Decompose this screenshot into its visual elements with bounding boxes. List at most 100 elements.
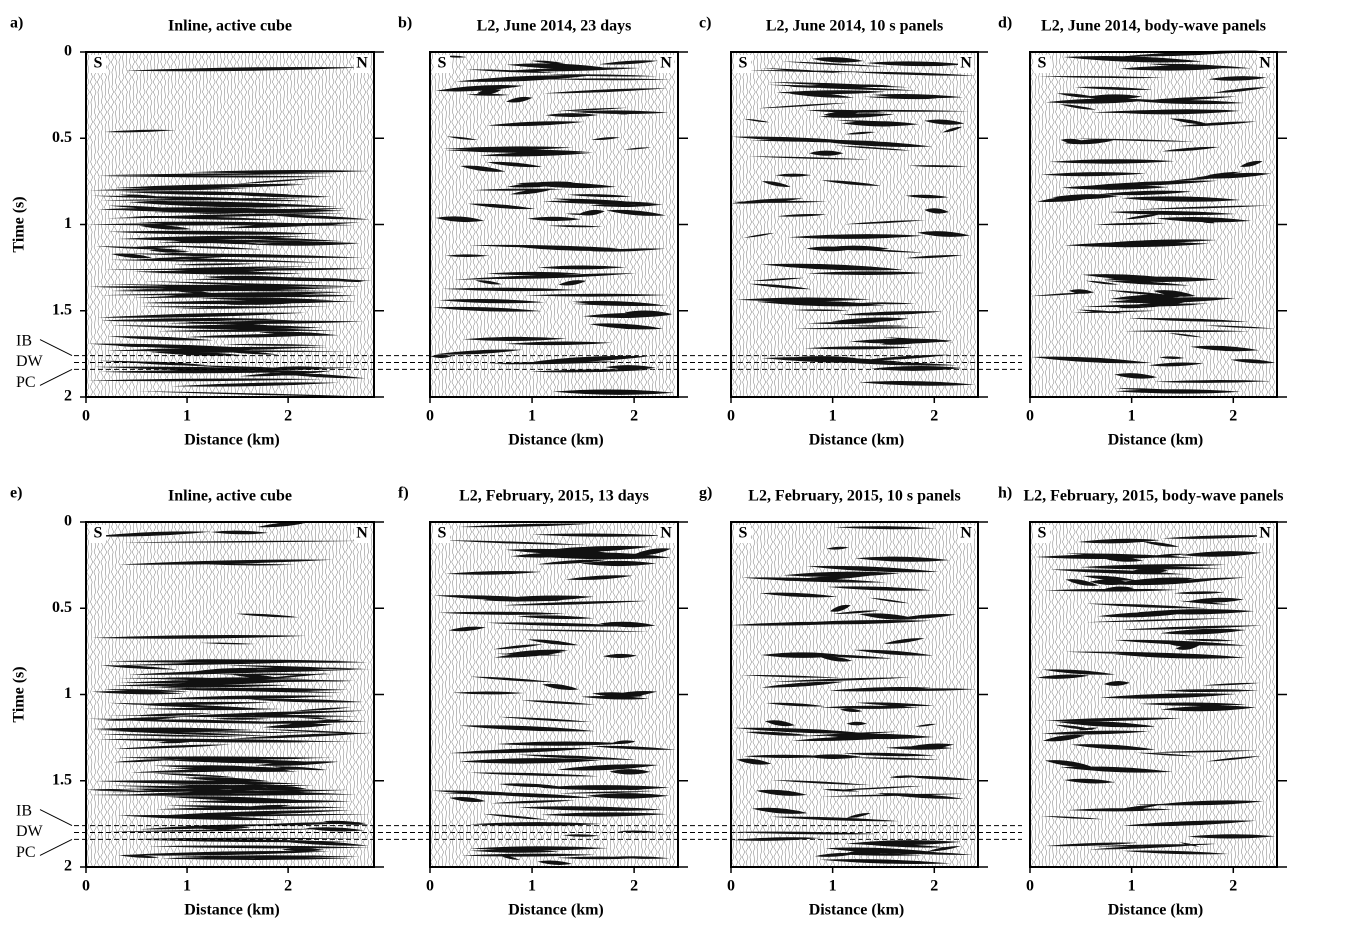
seismic-reflections: [1030, 50, 1275, 394]
x-axis-label: Distance (km): [1108, 902, 1204, 919]
x-tick-label: 0: [426, 878, 434, 895]
x-tick-label: 1: [528, 408, 536, 425]
horizon-arrow: [39, 339, 73, 357]
end-label-box: [434, 525, 450, 543]
x-axis-label: Distance (km): [184, 432, 280, 449]
seismic-reflections: [1035, 535, 1275, 855]
x-tick-label: 2: [630, 878, 638, 895]
end-label: S: [1038, 525, 1047, 542]
seismic-reflections: [87, 66, 372, 397]
seismic-reflections: [432, 523, 676, 865]
horizon-label: IB: [16, 332, 32, 349]
horizon-arrow: [39, 368, 73, 386]
end-label-box: [658, 55, 674, 73]
panel-label: f): [398, 485, 409, 502]
end-label-box: [958, 55, 974, 73]
end-label-box: [735, 55, 751, 73]
panel-title: Inline, active cube: [168, 18, 292, 35]
x-tick-label: 0: [727, 878, 735, 895]
x-axis-label: Distance (km): [809, 902, 905, 919]
panel-title: L2, June 2014, 23 days: [477, 18, 632, 35]
end-label: N: [356, 525, 368, 542]
x-axis-label: Distance (km): [508, 432, 604, 449]
end-label: N: [660, 525, 672, 542]
panel-label: b): [398, 15, 412, 32]
y-tick-label: 0.5: [52, 129, 72, 146]
horizon-label: PC: [16, 374, 36, 391]
y-tick-label: 1: [64, 685, 72, 702]
x-tick-label: 1: [1128, 878, 1136, 895]
x-tick-label: 2: [1229, 878, 1237, 895]
seismic-traces: [1030, 51, 1276, 398]
seismic-traces: [430, 51, 676, 398]
horizon-label: DW: [16, 353, 44, 370]
x-tick-label: 1: [829, 408, 837, 425]
end-label-box: [735, 525, 751, 543]
x-tick-label: 2: [284, 408, 292, 425]
x-tick-label: 2: [930, 878, 938, 895]
end-label: N: [1259, 55, 1271, 72]
x-axis-label: Distance (km): [508, 902, 604, 919]
end-label-box: [90, 525, 106, 543]
panel-title: L2, February, 2015, 10 s panels: [748, 488, 960, 505]
end-label: S: [739, 55, 748, 72]
end-label-box: [434, 55, 450, 73]
end-label: N: [960, 525, 972, 542]
panel-title: L2, June 2014, 10 s panels: [766, 18, 943, 35]
horizon-arrow: [39, 809, 73, 827]
x-tick-label: 1: [1128, 408, 1136, 425]
x-tick-label: 2: [630, 408, 638, 425]
seismic-reflections: [731, 57, 976, 386]
y-tick-label: 1.5: [52, 301, 72, 318]
y-tick-label: 2: [64, 388, 72, 405]
x-tick-label: 1: [183, 878, 191, 895]
end-label-box: [1034, 55, 1050, 73]
end-label: S: [438, 55, 447, 72]
horizon-label: IB: [16, 802, 32, 819]
end-label-box: [1034, 525, 1050, 543]
end-label: S: [1038, 55, 1047, 72]
x-axis-label: Distance (km): [184, 902, 280, 919]
seismic-reflections: [731, 526, 976, 864]
seismic-reflections: [86, 521, 373, 861]
panel-label: c): [699, 15, 711, 32]
end-label-box: [658, 525, 674, 543]
x-axis-label: Distance (km): [1108, 432, 1204, 449]
end-label: S: [438, 525, 447, 542]
x-tick-label: 2: [1229, 408, 1237, 425]
end-label: N: [1259, 525, 1271, 542]
end-label: N: [660, 55, 672, 72]
y-tick-label: 0: [64, 43, 72, 60]
x-tick-label: 1: [829, 878, 837, 895]
end-label: S: [94, 525, 103, 542]
end-label: S: [739, 525, 748, 542]
y-tick-label: 2: [64, 858, 72, 875]
end-label-box: [958, 525, 974, 543]
end-label: N: [356, 55, 368, 72]
end-label-box: [1257, 55, 1273, 73]
y-axis-label: Time (s): [11, 666, 28, 722]
x-tick-label: 0: [426, 408, 434, 425]
x-tick-label: 2: [930, 408, 938, 425]
panel-label: e): [10, 485, 22, 502]
seismic-reflections: [430, 55, 675, 395]
panel-label: g): [699, 485, 712, 502]
panel-title: L2, June 2014, body-wave panels: [1041, 18, 1266, 35]
end-label-box: [354, 55, 370, 73]
x-tick-label: 1: [528, 878, 536, 895]
end-label: S: [94, 55, 103, 72]
y-tick-label: 0: [64, 513, 72, 530]
x-tick-label: 2: [284, 878, 292, 895]
horizon-label: PC: [16, 844, 36, 861]
x-tick-label: 0: [1026, 878, 1034, 895]
y-axis-label: Time (s): [11, 196, 28, 252]
panel-title: L2, February, 2015, body-wave panels: [1023, 488, 1283, 505]
y-tick-label: 0.5: [52, 599, 72, 616]
seismic-traces: [1030, 521, 1276, 868]
x-axis-label: Distance (km): [809, 432, 905, 449]
x-tick-label: 0: [727, 408, 735, 425]
end-label-box: [90, 55, 106, 73]
end-label-box: [1257, 525, 1273, 543]
panel-label: a): [10, 15, 23, 32]
horizon-label: DW: [16, 823, 44, 840]
